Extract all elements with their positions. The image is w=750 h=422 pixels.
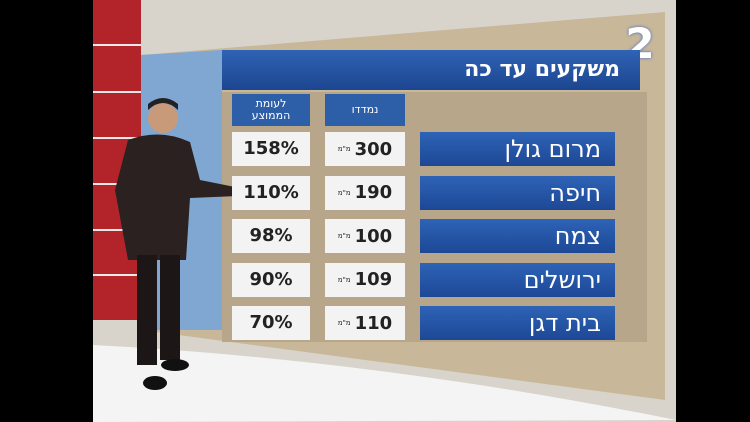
station-name: צמח <box>420 219 615 253</box>
measured-cell: מ"מ 300 <box>325 132 405 166</box>
station-name: חיפה <box>420 175 615 210</box>
measured-value: 109 <box>354 269 393 290</box>
percent-cell: 90% <box>232 262 310 297</box>
measured-value: 300 <box>354 138 393 160</box>
percent-cell: 70% <box>232 306 310 340</box>
measured-cell: מ"מ 100 <box>325 219 405 253</box>
column-header: לעומת הממוצע <box>232 94 310 126</box>
measured-value: 100 <box>354 225 393 247</box>
desert-bg <box>222 92 647 342</box>
column-header: נמדדו <box>325 94 405 126</box>
unit-label: מ"מ <box>337 319 351 327</box>
station-name: בית דגן <box>420 306 615 340</box>
measured-value: 110 <box>354 312 393 334</box>
percent-cell: 98% <box>232 219 310 253</box>
measured-cell: מ"מ 109 <box>325 262 405 297</box>
station-name: מרום גולן <box>420 132 615 166</box>
measured-cell: מ"מ 110 <box>325 306 405 340</box>
station-name: ירושלים <box>420 262 615 297</box>
measured-cell: מ"מ 190 <box>325 175 405 210</box>
measured-value: 190 <box>354 182 393 203</box>
percent-cell: 158% <box>232 132 310 166</box>
unit-label: מ"מ <box>337 275 351 284</box>
percent-cell: 110% <box>232 175 310 210</box>
unit-label: מ"מ <box>337 188 351 197</box>
unit-label: מ"מ <box>337 145 351 153</box>
presenter <box>115 98 240 390</box>
floor <box>93 345 676 422</box>
unit-label: מ"מ <box>337 232 351 240</box>
board-title: משקעים עד כה <box>222 50 640 90</box>
